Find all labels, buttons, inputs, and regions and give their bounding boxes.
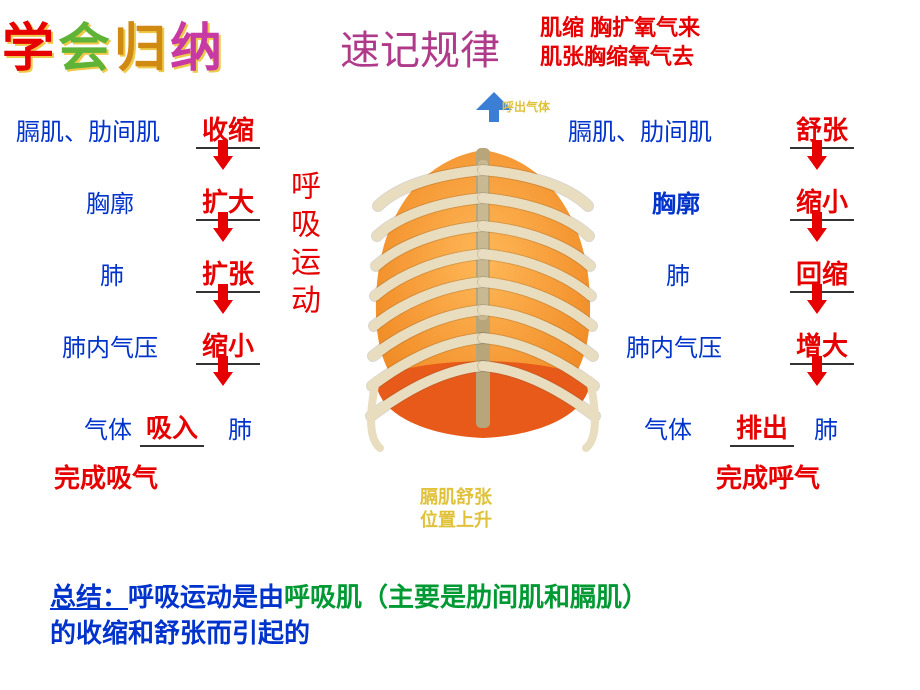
summary-part1: 呼吸运动是由 bbox=[128, 583, 284, 612]
left-final-pre: 气体 bbox=[84, 410, 132, 445]
ribcage-diagram bbox=[338, 130, 628, 460]
heading: 速记规律 bbox=[340, 18, 500, 76]
right-arrow-head-0 bbox=[807, 156, 827, 170]
center-note-line2: 位置上升 bbox=[420, 509, 492, 532]
title-char-2: 归 bbox=[114, 6, 166, 81]
left-value-3: 缩小 bbox=[196, 326, 260, 365]
right-final-pre: 气体 bbox=[644, 410, 692, 445]
left-arrow-head-2 bbox=[213, 300, 233, 314]
right-conclusion: 完成呼气 bbox=[716, 458, 820, 495]
left-final-post: 肺 bbox=[228, 410, 252, 445]
left-label-0: 膈肌、肋间肌 bbox=[16, 112, 160, 147]
summary: 总结：呼吸运动是由呼吸肌（主要是肋间肌和膈肌） 的收缩和舒张而引起的 bbox=[50, 580, 648, 653]
right-arrow-head-3 bbox=[807, 372, 827, 386]
summary-prefix: 总结： bbox=[50, 583, 128, 612]
right-final-value: 排出 bbox=[730, 408, 794, 447]
right-arrow-head-1 bbox=[807, 228, 827, 242]
right-arrow-head-2 bbox=[807, 300, 827, 314]
right-value-0: 舒张 bbox=[790, 110, 854, 149]
mnemonic-block: 肌缩 胸扩氧气来 肌张胸缩氧气去 bbox=[540, 14, 700, 71]
up-arrow-shaft bbox=[489, 110, 499, 122]
left-final-value: 吸入 bbox=[140, 408, 204, 447]
left-label-3: 肺内气压 bbox=[62, 328, 158, 363]
right-arrow-0 bbox=[812, 140, 822, 156]
left-arrow-head-3 bbox=[213, 372, 233, 386]
right-arrow-1 bbox=[812, 212, 822, 228]
left-value-0: 收缩 bbox=[196, 110, 260, 149]
mnemonic-line-1: 肌缩 胸扩氧气来 bbox=[540, 14, 700, 43]
summary-part2: 的收缩和舒张而引起的 bbox=[50, 619, 310, 648]
left-label-1: 胸廓 bbox=[86, 184, 134, 219]
right-label-1: 胸廓 bbox=[652, 184, 700, 219]
left-arrow-head-0 bbox=[213, 156, 233, 170]
mnemonic-line-2: 肌张胸缩氧气去 bbox=[540, 43, 700, 72]
title-char-0: 学 bbox=[2, 6, 54, 81]
right-final-post: 肺 bbox=[814, 410, 838, 445]
up-arrow-label: 呼出气体 bbox=[502, 100, 550, 116]
left-arrow-head-1 bbox=[213, 228, 233, 242]
right-label-0: 膈肌、肋间肌 bbox=[568, 112, 712, 147]
center-note-line1: 膈肌舒张 bbox=[420, 486, 492, 509]
left-value-1: 扩大 bbox=[196, 182, 260, 221]
title-char-1: 会 bbox=[58, 6, 110, 81]
left-conclusion: 完成吸气 bbox=[54, 458, 158, 495]
summary-green: 呼吸肌（主要是肋间肌和膈肌） bbox=[284, 583, 648, 612]
left-arrow-0 bbox=[218, 140, 228, 156]
left-value-2: 扩张 bbox=[196, 254, 260, 293]
left-label-2: 肺 bbox=[100, 256, 124, 291]
right-value-1: 缩小 bbox=[790, 182, 854, 221]
left-arrow-1 bbox=[218, 212, 228, 228]
center-note: 膈肌舒张 位置上升 bbox=[420, 486, 492, 533]
right-label-3: 肺内气压 bbox=[626, 328, 722, 363]
right-arrow-3 bbox=[812, 356, 822, 372]
right-label-2: 肺 bbox=[666, 256, 690, 291]
left-arrow-2 bbox=[218, 284, 228, 300]
title-char-3: 纳 bbox=[170, 6, 222, 81]
right-value-3: 增大 bbox=[790, 326, 854, 365]
left-arrow-3 bbox=[218, 356, 228, 372]
right-value-2: 回缩 bbox=[790, 254, 854, 293]
right-arrow-2 bbox=[812, 284, 822, 300]
vertical-label: 呼吸运动 bbox=[280, 170, 324, 322]
